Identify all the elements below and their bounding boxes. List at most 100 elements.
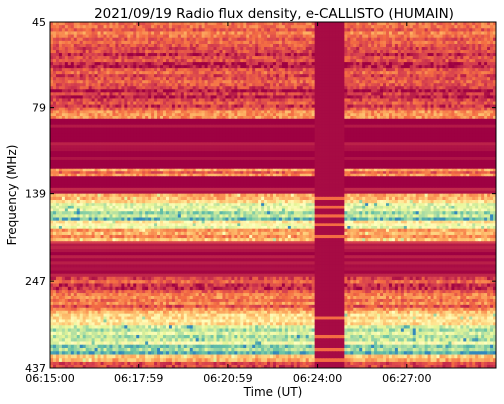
heatmap-cell-1-2-43 xyxy=(177,50,182,54)
heatmap-cell-2-5-132 xyxy=(442,104,446,109)
heatmap-cell-1-9-121 xyxy=(409,71,414,75)
heatmap-cell-0-2-139 xyxy=(463,28,467,32)
heatmap-cell-3-2-131 xyxy=(439,113,443,117)
heatmap-cell-0-1-26 xyxy=(127,25,131,29)
heatmap-cell-3-1-50 xyxy=(198,110,203,114)
heatmap-cell-1-10-23 xyxy=(118,74,122,78)
heatmap-cell-0-5-125 xyxy=(421,37,426,42)
heatmap-cell-3-2-16 xyxy=(97,113,101,117)
heatmap-cell-1-10-54 xyxy=(210,74,214,78)
heatmap-cell-1-4-99 xyxy=(344,56,348,60)
heatmap-cell-4-0-87 xyxy=(308,118,313,123)
heatmap-cell-0-4-78 xyxy=(281,34,286,39)
heatmap-cell-1-0-58 xyxy=(222,44,226,48)
heatmap-cell-0-2-20 xyxy=(109,28,113,32)
heatmap-cell-1-4-13 xyxy=(88,56,93,60)
heatmap-cell-2-0-6 xyxy=(67,89,72,93)
heatmap-cell-2-0-56 xyxy=(216,89,220,93)
heatmap-cell-2-3-65 xyxy=(243,98,247,102)
heatmap-cell-1-3-76 xyxy=(275,53,280,57)
heatmap-cell-3-2-107 xyxy=(368,113,372,117)
heatmap-cell-2-4-51 xyxy=(201,101,206,105)
heatmap-cell-1-13-147 xyxy=(487,83,491,87)
heatmap-cell-1-5-45 xyxy=(183,59,188,63)
heatmap-cell-2-5-71 xyxy=(261,104,265,109)
heatmap-cell-0-0-5 xyxy=(64,22,69,26)
heatmap-cell-1-12-143 xyxy=(475,80,479,84)
heatmap-cell-3-1-74 xyxy=(270,110,274,114)
heatmap-cell-2-2-77 xyxy=(278,95,283,99)
heatmap-cell-1-2-50 xyxy=(198,50,203,54)
heatmap-cell-0-3-112 xyxy=(383,31,387,35)
heatmap-cell-1-7-147 xyxy=(487,65,491,69)
heatmap-cell-1-14-32 xyxy=(145,86,149,90)
heatmap-cell-1-8-90 xyxy=(317,68,321,72)
heatmap-cell-1-11-42 xyxy=(174,77,179,81)
heatmap-cell-2-1-148 xyxy=(490,92,494,96)
heatmap-cell-0-4-145 xyxy=(481,34,485,39)
heatmap-cell-2-0-146 xyxy=(484,89,488,93)
heatmap-cell-0-4-140 xyxy=(466,34,470,39)
heatmap-cell-1-8-109 xyxy=(374,68,378,72)
heatmap-cell-1-6-66 xyxy=(246,62,250,66)
heatmap-cell-0-6-42 xyxy=(174,40,179,45)
heatmap-cell-1-12-35 xyxy=(154,80,158,84)
heatmap-cell-1-1-71 xyxy=(261,47,265,51)
heatmap-cell-1-4-55 xyxy=(213,56,217,60)
heatmap-cell-3-1-101 xyxy=(350,110,354,114)
heatmap-cell-0-3-117 xyxy=(397,31,402,35)
heatmap-cell-0-0-141 xyxy=(469,22,473,26)
heatmap-cell-0-1-20 xyxy=(109,25,113,29)
heatmap-cell-0-2-30 xyxy=(139,28,143,32)
heatmap-cell-3-0-143 xyxy=(475,107,479,111)
heatmap-cell-1-6-8 xyxy=(73,62,78,66)
heatmap-cell-2-4-56 xyxy=(216,101,220,105)
heatmap-cell-2-0-139 xyxy=(463,89,467,93)
heatmap-cell-0-1-52 xyxy=(204,25,208,29)
heatmap-cell-1-3-98 xyxy=(341,53,345,57)
heatmap-cell-0-4-142 xyxy=(472,34,476,39)
heatmap-cell-1-6-119 xyxy=(403,62,408,66)
heatmap-cell-0-2-31 xyxy=(142,28,146,32)
heatmap-cell-1-13-3 xyxy=(58,83,63,87)
heatmap-cell-2-3-122 xyxy=(412,98,417,102)
heatmap-cell-0-6-65 xyxy=(243,40,247,45)
heatmap-cell-1-3-8 xyxy=(73,53,78,57)
heatmap-cell-0-1-91 xyxy=(320,25,324,29)
heatmap-cell-1-11-43 xyxy=(177,77,182,81)
heatmap-cell-0-5-110 xyxy=(377,37,381,42)
heatmap-cell-1-5-148 xyxy=(490,59,494,63)
heatmap-cell-0-0-140 xyxy=(466,22,470,26)
heatmap-cell-1-12-23 xyxy=(118,80,122,84)
heatmap-cell-1-13-38 xyxy=(162,83,167,87)
heatmap-cell-1-13-8 xyxy=(73,83,78,87)
heatmap-cell-1-5-71 xyxy=(261,59,265,63)
heatmap-cell-3-1-118 xyxy=(400,110,405,114)
heatmap-cell-1-0-69 xyxy=(255,44,259,48)
heatmap-cell-2-2-5 xyxy=(64,95,69,99)
heatmap-cell-1-0-82 xyxy=(293,44,298,48)
heatmap-cell-1-6-89 xyxy=(314,62,318,66)
heatmap-cell-0-0-135 xyxy=(451,22,455,26)
heatmap-cell-1-1-79 xyxy=(284,47,289,51)
heatmap-cell-0-4-124 xyxy=(418,34,423,39)
heatmap-cell-1-2-25 xyxy=(124,50,128,54)
heatmap-cell-0-1-78 xyxy=(281,25,286,29)
heatmap-cell-0-6-54 xyxy=(210,40,214,45)
heatmap-cell-1-14-93 xyxy=(326,86,330,90)
heatmap-cell-4-0-95 xyxy=(332,118,336,123)
heatmap-cell-1-1-87 xyxy=(308,47,313,51)
heatmap-cell-2-4-19 xyxy=(106,101,110,105)
heatmap-cell-0-4-59 xyxy=(225,34,229,39)
heatmap-cell-3-1-123 xyxy=(415,110,420,114)
heatmap-cell-2-5-77 xyxy=(278,104,283,109)
heatmap-cell-3-0-90 xyxy=(317,107,321,111)
heatmap-cell-1-11-140 xyxy=(466,77,470,81)
heatmap-cell-1-9-117 xyxy=(397,71,402,75)
heatmap-cell-1-14-7 xyxy=(70,86,75,90)
heatmap-cell-2-2-52 xyxy=(204,95,208,99)
heatmap-cell-3-2-148 xyxy=(490,113,494,117)
heatmap-cell-0-3-0 xyxy=(50,31,54,35)
heatmap-cell-2-3-51 xyxy=(201,98,206,102)
heatmap-cell-0-0-138 xyxy=(460,22,464,26)
